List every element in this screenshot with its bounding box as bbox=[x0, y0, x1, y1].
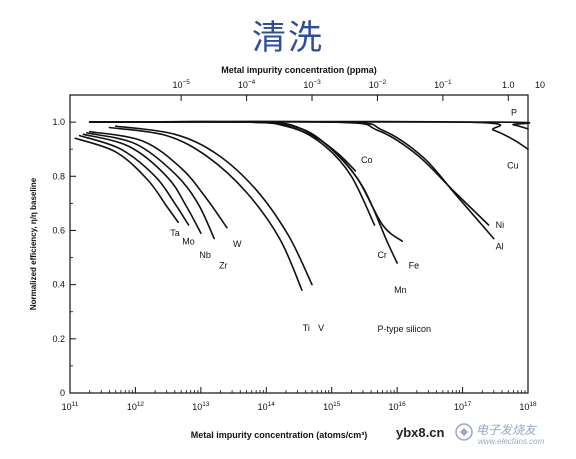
x-tick-label: 1015 bbox=[323, 401, 341, 412]
watermark: ybx8.cn 电子发烧友 www.elecfans.com bbox=[392, 418, 572, 446]
series-line-mo bbox=[78, 134, 190, 226]
y-tick-label: 0 bbox=[60, 388, 65, 398]
series-label-mo: Mo bbox=[182, 236, 195, 246]
series-label-ni: Ni bbox=[496, 220, 505, 230]
series-label-w: W bbox=[233, 239, 242, 249]
watermark-url-text: www.elecfans.com bbox=[478, 437, 545, 446]
x-axis-title: Metal impurity concentration (atoms/cm³) bbox=[191, 430, 368, 440]
x2-tick-label: 10−4 bbox=[238, 79, 256, 90]
y-tick-label: 0.8 bbox=[52, 171, 65, 181]
series-label-nb: Nb bbox=[199, 250, 211, 260]
x2-tick-label: 10−5 bbox=[172, 79, 190, 90]
series-label-ti: Ti bbox=[303, 323, 310, 333]
y-tick-label: 0.4 bbox=[52, 280, 65, 290]
series-line-w bbox=[88, 130, 228, 229]
x-tick-label: 1017 bbox=[454, 401, 472, 412]
series-line-zr bbox=[85, 132, 215, 240]
x2-axis-title: Metal impurity concentration (ppma) bbox=[221, 65, 377, 75]
y-tick-label: 1.0 bbox=[52, 117, 65, 127]
series-label-co: Co bbox=[361, 155, 373, 165]
series-line-mn bbox=[88, 120, 398, 264]
watermark-site-text: ybx8.cn bbox=[396, 425, 444, 440]
series-line-v bbox=[114, 125, 313, 286]
series-label-cr: Cr bbox=[377, 250, 387, 260]
x2-tick-label: 10−1 bbox=[434, 79, 452, 90]
x2-tick-label: 10−2 bbox=[369, 79, 387, 90]
x2-tick-label: 10−3 bbox=[303, 79, 321, 90]
watermark-cn-text: 电子发烧友 bbox=[476, 423, 538, 437]
watermark-logo-icon bbox=[455, 423, 473, 441]
y-tick-label: 0.6 bbox=[52, 225, 65, 235]
series-label-cu: Cu bbox=[507, 160, 519, 170]
x2-tick-label: 10 bbox=[535, 80, 545, 90]
x-tick-label: 1014 bbox=[258, 401, 276, 412]
x-tick-label: 1013 bbox=[192, 401, 210, 412]
series-label-zr: Zr bbox=[219, 261, 228, 271]
slide-title: 清洗 bbox=[252, 18, 324, 58]
y-axis-title: Normalized efficiency, η/η baseline bbox=[29, 177, 38, 310]
series-line-nb bbox=[82, 133, 202, 234]
series-label-fe: Fe bbox=[409, 261, 420, 271]
series-line-ni bbox=[88, 120, 490, 226]
plot-frame bbox=[69, 94, 529, 394]
series-line-ta bbox=[74, 137, 179, 224]
x-tick-label: 1016 bbox=[389, 401, 407, 412]
series-line-p bbox=[88, 121, 531, 130]
x-tick-label: 1018 bbox=[519, 401, 537, 412]
series-label-ta: Ta bbox=[170, 228, 180, 238]
series-label-mn: Mn bbox=[394, 285, 407, 295]
series-label-v: V bbox=[318, 323, 324, 333]
series-line-al bbox=[88, 120, 495, 240]
series-line-cu bbox=[88, 120, 529, 150]
series-label-al: Al bbox=[496, 242, 504, 252]
chart-annotation: P-type silicon bbox=[377, 324, 431, 334]
series-label-p: P bbox=[511, 108, 517, 118]
series-line-cr bbox=[88, 120, 376, 226]
y-tick-label: 0.2 bbox=[52, 334, 65, 344]
x-tick-label: 1012 bbox=[127, 401, 145, 412]
x2-tick-label: 1.0 bbox=[502, 80, 515, 90]
series-line-ti bbox=[108, 126, 303, 291]
x-tick-label: 1011 bbox=[62, 401, 79, 412]
